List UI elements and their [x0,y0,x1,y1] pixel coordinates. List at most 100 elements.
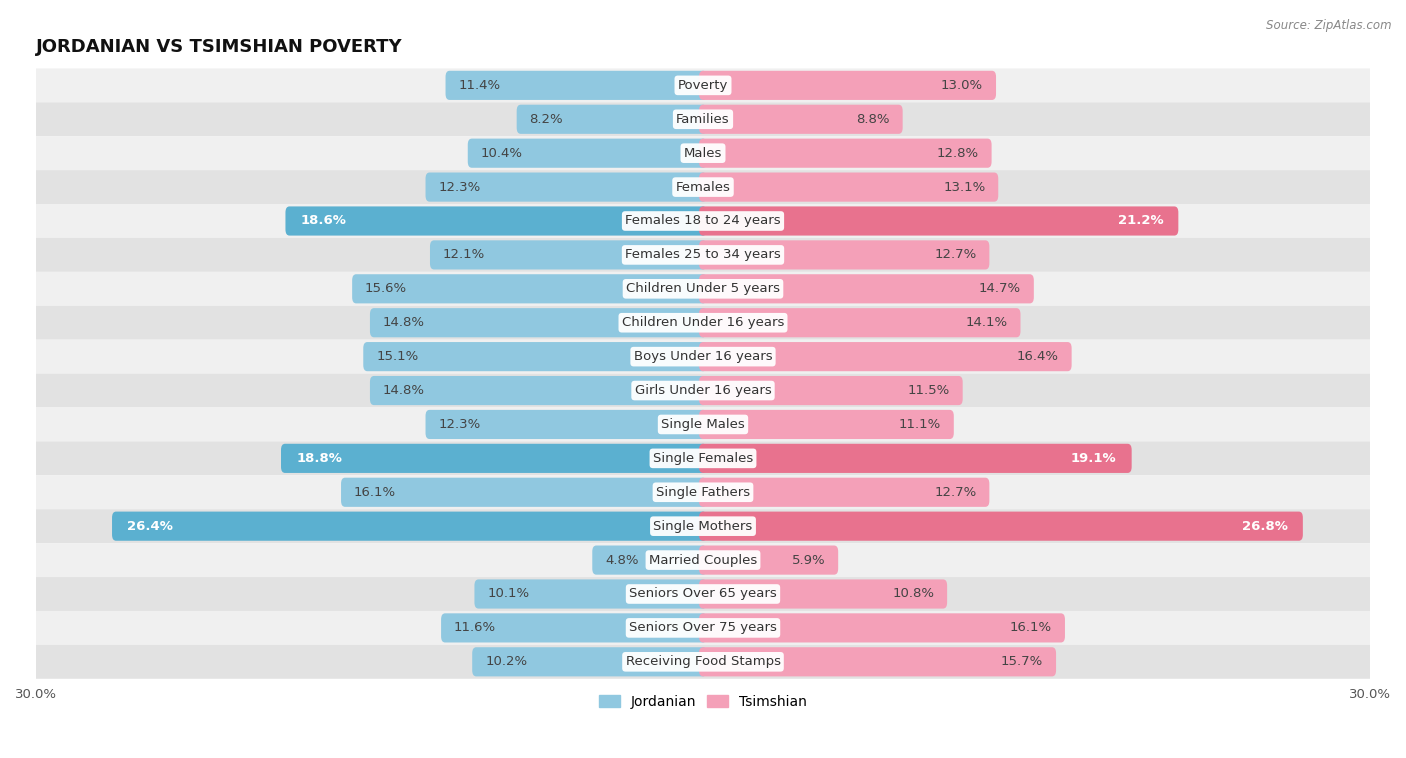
FancyBboxPatch shape [699,173,998,202]
FancyBboxPatch shape [363,342,707,371]
Text: 16.1%: 16.1% [354,486,396,499]
FancyBboxPatch shape [516,105,707,134]
FancyBboxPatch shape [699,579,948,609]
Text: Single Mothers: Single Mothers [654,520,752,533]
FancyBboxPatch shape [699,70,995,100]
Text: Married Couples: Married Couples [650,553,756,566]
FancyBboxPatch shape [699,546,838,575]
FancyBboxPatch shape [699,240,990,270]
Text: 13.1%: 13.1% [943,180,986,193]
FancyBboxPatch shape [37,204,1369,238]
FancyBboxPatch shape [699,613,1064,643]
Text: 14.1%: 14.1% [966,316,1008,329]
FancyBboxPatch shape [446,70,707,100]
FancyBboxPatch shape [699,139,991,168]
FancyBboxPatch shape [37,340,1369,374]
Text: 11.4%: 11.4% [458,79,501,92]
Text: Source: ZipAtlas.com: Source: ZipAtlas.com [1267,19,1392,32]
Text: 15.1%: 15.1% [377,350,419,363]
FancyBboxPatch shape [370,309,707,337]
FancyBboxPatch shape [699,274,1033,303]
Text: 14.7%: 14.7% [979,282,1021,296]
Text: Seniors Over 75 years: Seniors Over 75 years [628,622,778,634]
Text: 16.1%: 16.1% [1010,622,1052,634]
Text: 12.3%: 12.3% [439,180,481,193]
Text: 26.8%: 26.8% [1241,520,1288,533]
Text: Single Females: Single Females [652,452,754,465]
FancyBboxPatch shape [352,274,707,303]
Text: Single Males: Single Males [661,418,745,431]
Text: 26.4%: 26.4% [127,520,173,533]
FancyBboxPatch shape [430,240,707,270]
Text: 14.8%: 14.8% [382,316,425,329]
FancyBboxPatch shape [112,512,707,540]
FancyBboxPatch shape [37,68,1369,102]
FancyBboxPatch shape [699,512,1303,540]
Text: Males: Males [683,147,723,160]
Text: 8.2%: 8.2% [530,113,564,126]
FancyBboxPatch shape [699,443,1132,473]
FancyBboxPatch shape [37,509,1369,543]
Text: Receiving Food Stamps: Receiving Food Stamps [626,656,780,669]
Text: Single Fathers: Single Fathers [657,486,749,499]
FancyBboxPatch shape [285,206,707,236]
Text: Children Under 16 years: Children Under 16 years [621,316,785,329]
FancyBboxPatch shape [699,647,1056,676]
Text: Seniors Over 65 years: Seniors Over 65 years [628,587,778,600]
FancyBboxPatch shape [281,443,707,473]
Text: 12.3%: 12.3% [439,418,481,431]
Text: 12.8%: 12.8% [936,147,979,160]
Text: 11.1%: 11.1% [898,418,941,431]
FancyBboxPatch shape [37,102,1369,136]
Text: 12.7%: 12.7% [934,249,977,262]
FancyBboxPatch shape [468,139,707,168]
FancyBboxPatch shape [699,309,1021,337]
FancyBboxPatch shape [426,410,707,439]
FancyBboxPatch shape [37,374,1369,408]
FancyBboxPatch shape [699,376,963,405]
FancyBboxPatch shape [37,408,1369,441]
Text: Boys Under 16 years: Boys Under 16 years [634,350,772,363]
Text: JORDANIAN VS TSIMSHIAN POVERTY: JORDANIAN VS TSIMSHIAN POVERTY [37,38,402,56]
FancyBboxPatch shape [37,611,1369,645]
FancyBboxPatch shape [37,272,1369,305]
Text: 5.9%: 5.9% [792,553,825,566]
Text: 10.4%: 10.4% [481,147,523,160]
FancyBboxPatch shape [699,410,953,439]
FancyBboxPatch shape [342,478,707,507]
FancyBboxPatch shape [37,305,1369,340]
Text: 15.7%: 15.7% [1001,656,1043,669]
Text: 10.1%: 10.1% [488,587,530,600]
Text: 10.2%: 10.2% [485,656,527,669]
Text: 4.8%: 4.8% [605,553,638,566]
FancyBboxPatch shape [699,206,1178,236]
Text: 11.6%: 11.6% [454,622,496,634]
Text: Families: Families [676,113,730,126]
FancyBboxPatch shape [37,645,1369,678]
FancyBboxPatch shape [699,105,903,134]
Text: 16.4%: 16.4% [1017,350,1059,363]
FancyBboxPatch shape [37,475,1369,509]
Text: 18.8%: 18.8% [297,452,342,465]
Text: 18.6%: 18.6% [301,215,346,227]
Text: 15.6%: 15.6% [366,282,408,296]
Text: 21.2%: 21.2% [1118,215,1163,227]
Text: Poverty: Poverty [678,79,728,92]
FancyBboxPatch shape [699,342,1071,371]
Legend: Jordanian, Tsimshian: Jordanian, Tsimshian [593,690,813,715]
Text: 14.8%: 14.8% [382,384,425,397]
FancyBboxPatch shape [37,441,1369,475]
Text: 13.0%: 13.0% [941,79,983,92]
FancyBboxPatch shape [472,647,707,676]
Text: Children Under 5 years: Children Under 5 years [626,282,780,296]
Text: Girls Under 16 years: Girls Under 16 years [634,384,772,397]
FancyBboxPatch shape [37,170,1369,204]
FancyBboxPatch shape [699,478,990,507]
Text: Females: Females [675,180,731,193]
Text: 10.8%: 10.8% [893,587,934,600]
FancyBboxPatch shape [426,173,707,202]
FancyBboxPatch shape [37,238,1369,272]
FancyBboxPatch shape [37,577,1369,611]
FancyBboxPatch shape [370,376,707,405]
Text: 12.1%: 12.1% [443,249,485,262]
